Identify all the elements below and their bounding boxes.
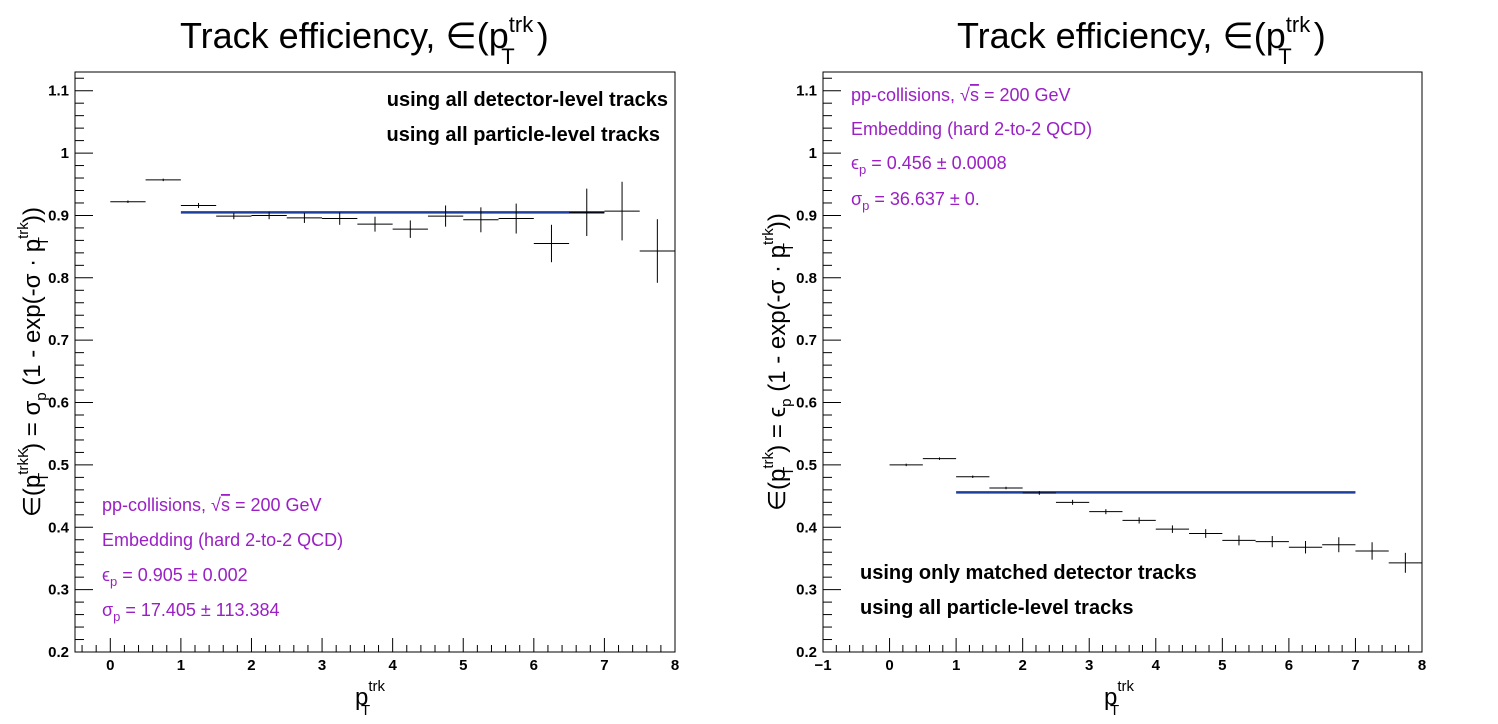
right-data-point	[1189, 529, 1223, 538]
left-data-point	[604, 181, 640, 241]
right-y-tick-label: 0.6	[796, 395, 817, 412]
right-plot-frame	[822, 71, 1423, 653]
left-data-point	[110, 200, 146, 203]
right-info-collisions: pp-collisions, √s = 200 GeV	[851, 85, 1071, 105]
left-x-axis-label: ptrk T	[355, 678, 386, 719]
right-x-tick-label: 6	[1285, 657, 1293, 674]
left-data-point	[392, 220, 428, 238]
left-note-particle: using all particle-level tracks	[387, 124, 660, 146]
left-y-tick-label: 0.2	[48, 644, 69, 661]
right-data-point	[1322, 537, 1356, 553]
left-x-tick-label: 2	[247, 657, 255, 674]
right-y-tick-label: 1.1	[796, 83, 817, 100]
right-info-epsilon: ϵp = 0.456 ± 0.0008	[851, 153, 1007, 177]
left-y-tick-label: 0.7	[48, 332, 69, 349]
left-info-collisions: pp-collisions, √s = 200 GeV	[102, 495, 322, 515]
right-note-particle: using all particle-level tracks	[860, 597, 1133, 619]
right-data-point	[956, 475, 990, 478]
right-data-point	[1122, 517, 1156, 524]
right-chart-title: Track efficiency, ∈(ptrk T)	[957, 12, 1326, 69]
right-x-tick-label: 3	[1085, 657, 1093, 674]
right-x-tick-label: 8	[1418, 657, 1426, 674]
right-y-tick-label: 0.4	[796, 519, 818, 536]
left-data-point	[357, 216, 393, 232]
right-data-point	[1089, 509, 1123, 515]
right-y-tick-label: 0.9	[796, 207, 817, 224]
right-y-tick-label: 1	[809, 145, 817, 162]
left-x-tick-label: 3	[318, 657, 326, 674]
right-data-point	[1355, 542, 1389, 560]
right-x-tick-label: 5	[1218, 657, 1226, 674]
left-x-tick-label: 7	[600, 657, 608, 674]
right-data-point	[1022, 491, 1056, 495]
right-data-point	[922, 457, 957, 460]
right-data-points	[889, 457, 1422, 573]
left-y-tick-label: 0.8	[48, 270, 69, 287]
left-y-tick-label: 0.3	[48, 582, 69, 599]
right-x-axis-label: ptrk T	[1104, 678, 1135, 719]
right-data-point	[1388, 552, 1422, 573]
right-data-point	[1288, 540, 1323, 554]
right-axes: −1 0 1 2 3 4 5 6 7 8 0.2 0.3 0.4 0.5 0.6 0.7 0.8 0.9 1 1.1	[796, 77, 1426, 674]
right-panel: Track efficiency, ∈(ptrk T) −1 0 1 2 3 4 5 6 7 8 0.…	[760, 12, 1426, 719]
left-data-point	[322, 212, 358, 225]
right-y-tick-label: 0.3	[796, 582, 817, 599]
left-data-point	[639, 219, 675, 283]
right-data-point	[1255, 536, 1289, 548]
right-data-point	[889, 463, 923, 467]
left-panel: Track efficiency, ∈(ptrk T) 0 1 2 3 4 5 6 7 80.20…	[15, 12, 679, 719]
left-y-tick-label: 0.5	[48, 457, 69, 474]
right-info-sigma: σp = 36.637 ± 0.	[851, 189, 980, 213]
left-data-point	[145, 178, 181, 182]
left-y-axis-label: ∈(ptrkKT) = σp (1 - exp(-σ · ptrkT))	[15, 207, 52, 517]
right-x-tick-label: 7	[1351, 657, 1359, 674]
right-data-point	[1155, 525, 1190, 533]
left-y-tick-label: 0.9	[48, 207, 69, 224]
left-y-tick-label: 1	[61, 145, 69, 162]
right-y-axis-label: ∈(ptrkT) = ϵp (1 - exp(-σ · ptrkT))	[760, 213, 797, 511]
left-axes: 0 1 2 3 4 5 6 7 8 0.2 0.3 0.4 0.5 0.6 0.7 0.8 0.9 1 1.1	[48, 77, 679, 674]
right-data-point	[1055, 499, 1090, 505]
right-info-embedding: Embedding (hard 2-to-2 QCD)	[851, 119, 1092, 139]
left-x-tick-label: 1	[177, 657, 185, 674]
left-info-epsilon: ϵp = 0.905 ± 0.002	[102, 565, 248, 589]
left-data-point	[251, 211, 287, 220]
right-x-tick-label: 0	[885, 657, 893, 674]
left-note-detector: using all detector-level tracks	[387, 89, 668, 111]
right-x-tick-label: −1	[814, 657, 831, 674]
left-x-tick-label: 0	[106, 657, 114, 674]
right-y-tick-label: 0.7	[796, 332, 817, 349]
left-x-tick-label: 6	[530, 657, 538, 674]
right-y-tick-label: 0.5	[796, 457, 817, 474]
left-info-sigma: σp = 17.405 ± 113.384	[102, 600, 280, 624]
right-data-point	[989, 486, 1023, 490]
left-x-tick-label: 5	[459, 657, 467, 674]
right-note-detector: using only matched detector tracks	[860, 562, 1197, 584]
left-chart-title: Track efficiency, ∈(ptrk T)	[180, 12, 549, 69]
left-info-embedding: Embedding (hard 2-to-2 QCD)	[102, 530, 343, 550]
right-data-point	[1222, 535, 1256, 546]
left-data-point	[498, 203, 534, 234]
left-y-tick-label: 0.6	[48, 395, 69, 412]
right-x-tick-label: 2	[1018, 657, 1026, 674]
left-data-points	[110, 178, 675, 283]
right-x-tick-label: 4	[1152, 657, 1161, 674]
right-y-tick-label: 0.8	[796, 270, 817, 287]
left-data-point	[533, 224, 570, 263]
left-x-tick-label: 8	[671, 657, 679, 674]
left-y-tick-label: 0.4	[48, 519, 70, 536]
left-data-point	[569, 188, 605, 237]
left-data-point	[427, 205, 464, 227]
left-plot-frame	[74, 71, 676, 653]
left-data-point	[180, 202, 217, 208]
left-data-point	[216, 212, 252, 220]
left-x-tick-label: 4	[388, 657, 397, 674]
left-y-tick-label: 1.1	[48, 83, 69, 100]
right-x-tick-label: 1	[952, 657, 960, 674]
left-data-point	[463, 207, 499, 233]
left-data-point	[286, 212, 323, 223]
right-y-tick-label: 0.2	[796, 644, 817, 661]
